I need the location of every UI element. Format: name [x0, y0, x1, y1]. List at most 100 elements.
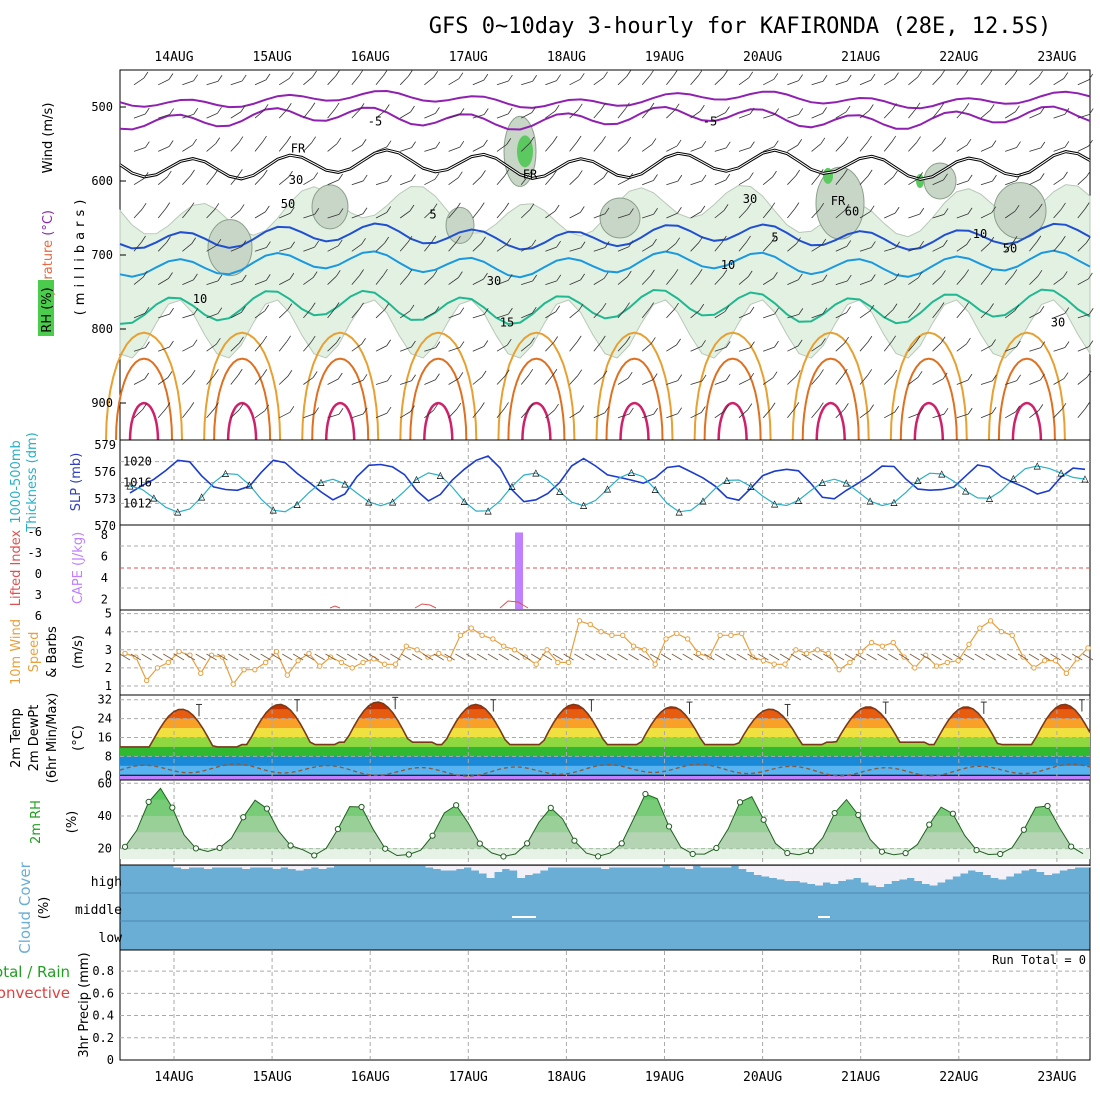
wind-barb	[762, 408, 772, 419]
wind-barb	[908, 142, 917, 152]
wind10-point	[858, 648, 864, 655]
wind-barb	[545, 409, 555, 419]
date-label-top: 15AUG	[253, 50, 292, 65]
rh-point	[240, 814, 247, 821]
wind-barb	[496, 408, 505, 419]
wind-barb	[690, 345, 702, 352]
wind-barb-flag	[286, 135, 292, 143]
wind-label: Wind (m/s)	[41, 103, 56, 174]
wind-barb	[714, 241, 723, 252]
wind-barb	[254, 341, 264, 352]
wind-barb	[787, 313, 799, 319]
wind-barb	[303, 178, 314, 186]
wind-barb-flag	[480, 402, 485, 409]
wind-barb	[424, 347, 436, 352]
wind-barb	[593, 108, 602, 119]
wind-barb-flag	[725, 141, 731, 149]
wind-barb	[133, 276, 144, 285]
wind10-point	[349, 665, 355, 671]
wind-barb-flag	[217, 307, 223, 314]
wind-barb-flag	[989, 236, 995, 244]
wind-barb	[278, 141, 288, 152]
wind-barb-flag	[190, 369, 196, 377]
wind10-barb	[455, 653, 466, 661]
wind-barb-flag	[1016, 174, 1021, 181]
wind-barb-flag	[653, 208, 658, 215]
date-label-top: 17AUG	[449, 50, 488, 65]
wind10-point	[1052, 657, 1059, 664]
wind-barb-flag	[627, 371, 633, 379]
wind10-barb	[1039, 653, 1050, 661]
temp-contour-arch	[997, 357, 1056, 441]
wind-barb-flag	[725, 106, 730, 113]
wind10-barb	[487, 653, 499, 661]
contour-label: 60	[845, 205, 859, 219]
wind-barb	[1029, 76, 1039, 86]
wind-barb	[714, 311, 726, 319]
cloud-high-bar	[952, 866, 961, 877]
wind-barb	[448, 146, 460, 152]
wind-barb-flag	[168, 140, 174, 147]
wind10-barb	[963, 653, 975, 661]
cloud-high-bar	[761, 866, 770, 877]
wind-barb-flag	[530, 337, 535, 344]
wind10-label-b: Speed	[27, 632, 42, 673]
wind-barb-flag	[556, 240, 561, 248]
wind10-point	[252, 666, 258, 673]
wind-barb	[690, 309, 701, 319]
wind-barb	[883, 176, 894, 186]
precip-content: 0.8 0.6 0.4 0.2 0	[92, 951, 1090, 1067]
cape-tick-label: 2	[101, 593, 108, 607]
rh-point	[1044, 802, 1051, 810]
wind-barb-flag	[653, 174, 658, 181]
temp-label-b: 2m DewPt	[27, 705, 42, 772]
wind-barb	[859, 375, 869, 385]
wind-barb-flag	[967, 207, 973, 215]
contour-label: FR	[831, 194, 846, 208]
wind10-barb	[844, 653, 856, 661]
wind-barb	[738, 409, 749, 419]
temp-contour-arch	[399, 331, 478, 441]
wind10-point	[630, 643, 637, 649]
wind-barb	[641, 244, 653, 252]
chart-title: GFS 0~10day 3-hourly for KAFIRONDA (28E,…	[429, 14, 1052, 39]
lifted-index-label: Lifted Index	[9, 529, 24, 606]
wind-barb	[399, 310, 411, 319]
wind-barb-flag	[698, 236, 704, 243]
wind-barb	[714, 179, 726, 186]
wind10-barb	[877, 653, 888, 661]
wind10-point	[338, 659, 345, 666]
wind-barb-flag	[964, 302, 969, 309]
wind-barb-flag	[1061, 402, 1067, 410]
rh2m-unit: (%)	[65, 811, 80, 834]
wind-barb	[1029, 112, 1041, 119]
wind-barb-flag	[628, 240, 634, 247]
cloud-high-bar	[677, 866, 686, 868]
wind-barb-flag	[241, 74, 247, 82]
wind-barb	[254, 410, 265, 419]
wind-barb	[279, 247, 291, 252]
wind10-point	[879, 643, 886, 649]
wind-barb-flag	[676, 139, 682, 147]
wind-barb	[303, 108, 312, 119]
wind-barb	[133, 208, 143, 219]
cloud-high-bar	[471, 866, 480, 871]
cloud-high-bar	[585, 866, 594, 868]
wind-barb	[327, 378, 339, 385]
wind-barb-flag	[722, 235, 727, 243]
wind10-point	[436, 650, 442, 657]
wind-barb	[666, 413, 678, 419]
cloud-high-bar	[593, 866, 602, 868]
wind10-point	[176, 648, 182, 655]
wind10-point	[555, 659, 561, 666]
wind-barb	[206, 175, 215, 185]
wind-barb-flag	[217, 75, 223, 82]
wind-barb	[496, 175, 506, 185]
wind-barb	[1005, 411, 1016, 419]
wind-barb	[375, 309, 385, 319]
wind-barb	[569, 279, 581, 285]
wind-barb	[278, 176, 289, 186]
wind-barb-flag	[601, 302, 607, 310]
wind-barb-flag	[917, 371, 923, 378]
rh-point	[405, 851, 412, 858]
